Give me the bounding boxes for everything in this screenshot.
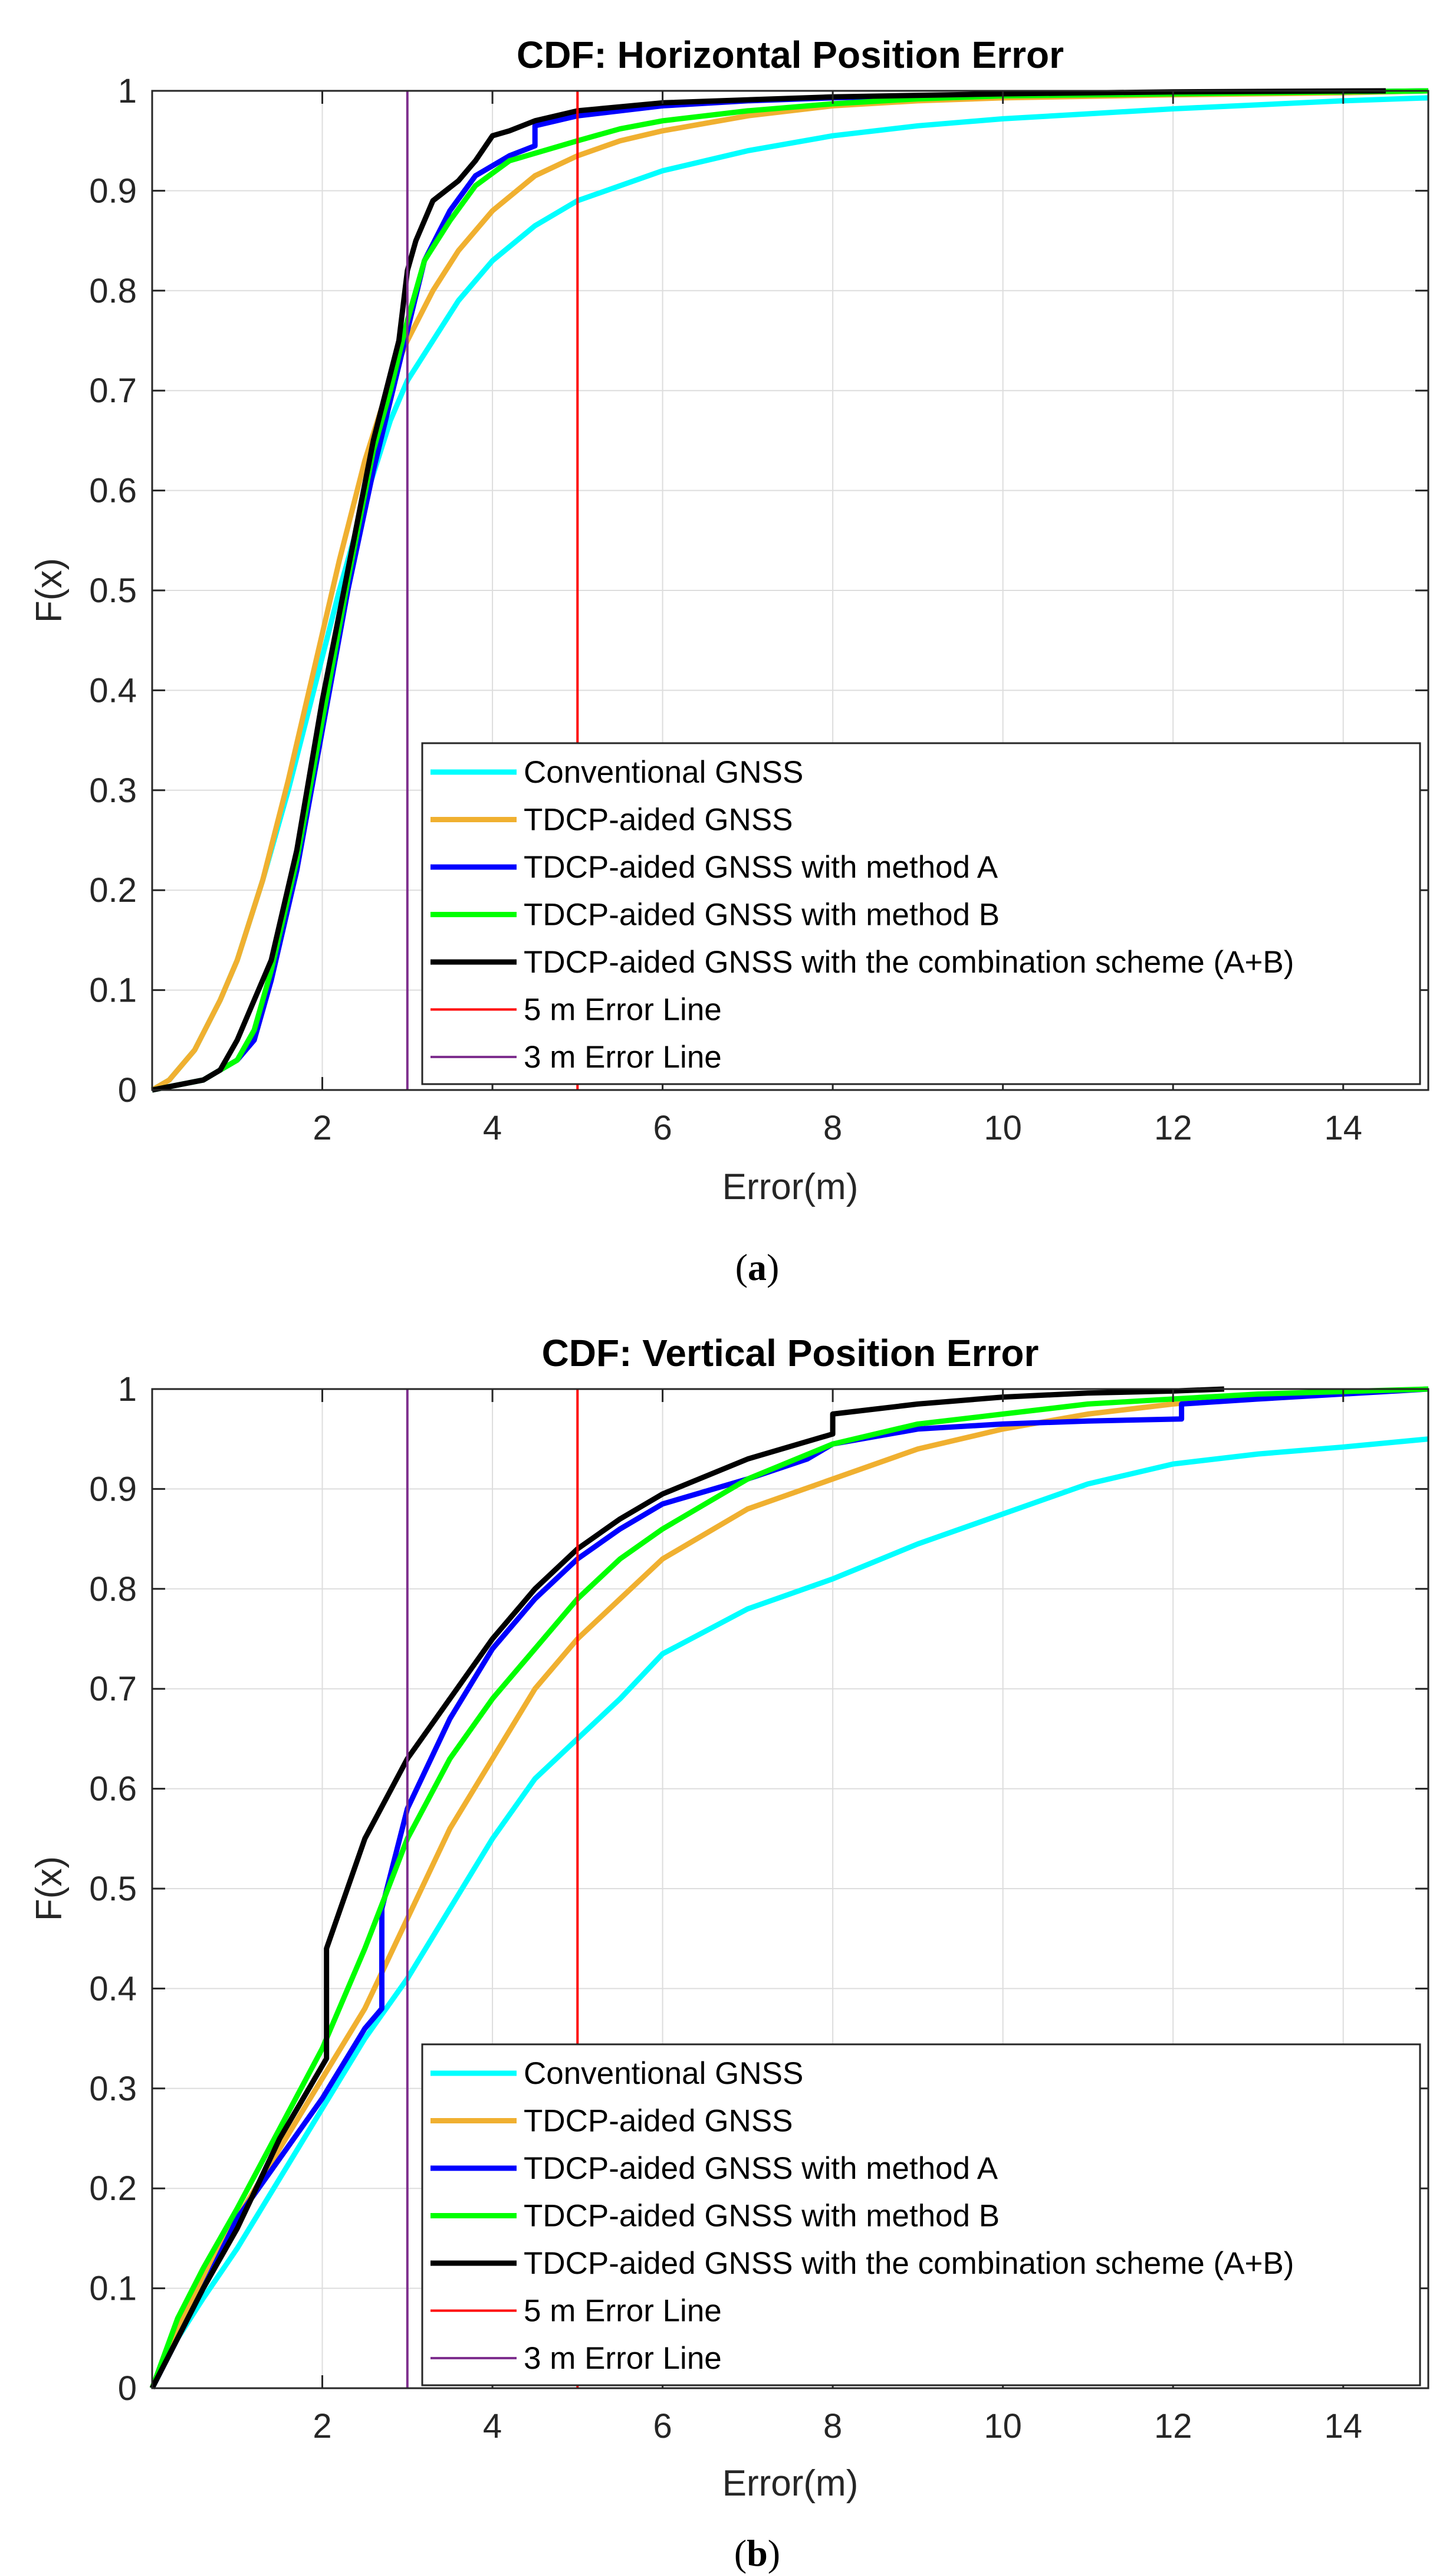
y-axis-label: F(x) <box>29 1856 70 1921</box>
y-tick-label: 0.1 <box>89 2270 137 2308</box>
x-tick-label: 6 <box>653 2407 672 2445</box>
y-tick-label: 0.9 <box>89 172 137 210</box>
chart-title: CDF: Vertical Position Error <box>542 1332 1039 1374</box>
x-tick-label: 10 <box>984 1109 1022 1147</box>
caption-letter: a <box>748 1246 767 1288</box>
y-tick-label: 0.7 <box>89 372 137 410</box>
y-tick-label: 0.5 <box>89 572 137 610</box>
x-tick-label: 10 <box>984 2407 1022 2445</box>
caption-open: ( <box>735 1246 748 1288</box>
y-axis-label: F(x) <box>29 558 70 623</box>
series-line-4 <box>149 1386 1224 2390</box>
legend-label-3: TDCP-aided GNSS with method B <box>524 2199 1000 2234</box>
legend-label-4: TDCP-aided GNSS with the combination sch… <box>524 945 1294 980</box>
x-tick-label: 12 <box>1154 1109 1192 1147</box>
y-tick-label: 1 <box>118 1370 137 1409</box>
x-tick-label: 14 <box>1324 2407 1362 2445</box>
legend-label-6: 3 m Error Line <box>524 1040 722 1075</box>
y-tick-label: 0.1 <box>89 971 137 1010</box>
y-tick-label: 0.8 <box>89 1570 137 1608</box>
y-tick-label: 0.7 <box>89 1670 137 1708</box>
caption-close: ) <box>768 2532 780 2574</box>
legend-label-3: TDCP-aided GNSS with method B <box>524 898 1000 933</box>
caption-open: ( <box>734 2532 747 2574</box>
series-line-2 <box>149 1386 1429 2390</box>
legend-label-1: TDCP-aided GNSS <box>524 2104 793 2139</box>
caption-close: ) <box>767 1246 779 1288</box>
legend-label-1: TDCP-aided GNSS <box>524 803 793 838</box>
y-tick-label: 0.4 <box>89 671 137 710</box>
legend: Conventional GNSS TDCP-aided GNSS TDCP-aid… <box>421 2043 1421 2386</box>
x-tick-label: 8 <box>823 2407 842 2445</box>
x-tick-label: 4 <box>483 1109 502 1147</box>
legend-label-5: 5 m Error Line <box>524 2294 722 2329</box>
y-tick-label: 0.2 <box>89 871 137 910</box>
legend-label-6: 3 m Error Line <box>524 2341 722 2376</box>
legend-label-4: TDCP-aided GNSS with the combination sch… <box>524 2246 1294 2281</box>
x-tick-label: 2 <box>313 1109 331 1147</box>
legend-label-0: Conventional GNSS <box>524 2056 803 2091</box>
series-line-3 <box>149 1386 1429 2389</box>
legend-box <box>421 742 1421 1085</box>
x-tick-label: 6 <box>653 1109 672 1147</box>
x-axis-label: Error(m) <box>722 2463 859 2504</box>
legend-label-0: Conventional GNSS <box>524 755 803 790</box>
y-tick-label: 0.3 <box>89 2070 137 2108</box>
series-line-3 <box>152 88 1429 1093</box>
x-tick-label: 4 <box>483 2407 502 2445</box>
legend-label-5: 5 m Error Line <box>524 993 722 1027</box>
x-tick-label: 2 <box>313 2407 331 2445</box>
chart-panel-b: 2 4 6 8 10 12 14 0 0.1 0.2 0.3 0.4 0.5 0.6 0.7 0.8 0.9 1 C… <box>29 1332 1429 2574</box>
y-tick-label: 0.4 <box>89 1969 137 2008</box>
y-tick-label: 1 <box>118 72 137 110</box>
panel-caption: (b) <box>734 2532 780 2574</box>
legend: Conventional GNSS TDCP-aided GNSS TDCP-aid… <box>421 742 1421 1085</box>
panel-caption: (a) <box>735 1246 780 1288</box>
legend-label-2: TDCP-aided GNSS with method A <box>524 2151 998 2186</box>
y-tick-label: 0.3 <box>89 771 137 810</box>
x-tick-label: 14 <box>1324 1109 1362 1147</box>
y-tick-label: 0.2 <box>89 2169 137 2208</box>
x-axis-label: Error(m) <box>722 1167 859 1207</box>
chart-panel-a: 2 4 6 8 10 12 14 0 0.1 0.2 0.3 0.4 0.5 0.6 0.7 0.8 0.9 1 C… <box>29 34 1429 1288</box>
y-tick-label: 0.5 <box>89 1870 137 1908</box>
y-tick-label: 0.9 <box>89 1470 137 1508</box>
x-tick-label: 8 <box>823 1109 842 1147</box>
y-tick-label: 0 <box>118 2369 137 2408</box>
y-tick-label: 0.6 <box>89 472 137 510</box>
chart-title: CDF: Horizontal Position Error <box>517 34 1064 76</box>
y-tick-label: 0 <box>118 1071 137 1109</box>
y-tick-label: 0.6 <box>89 1770 137 1808</box>
y-tick-label: 0.8 <box>89 272 137 310</box>
legend-box <box>421 2043 1421 2386</box>
caption-letter: b <box>747 2532 768 2574</box>
legend-label-2: TDCP-aided GNSS with method A <box>524 850 998 885</box>
x-tick-label: 12 <box>1154 2407 1192 2445</box>
